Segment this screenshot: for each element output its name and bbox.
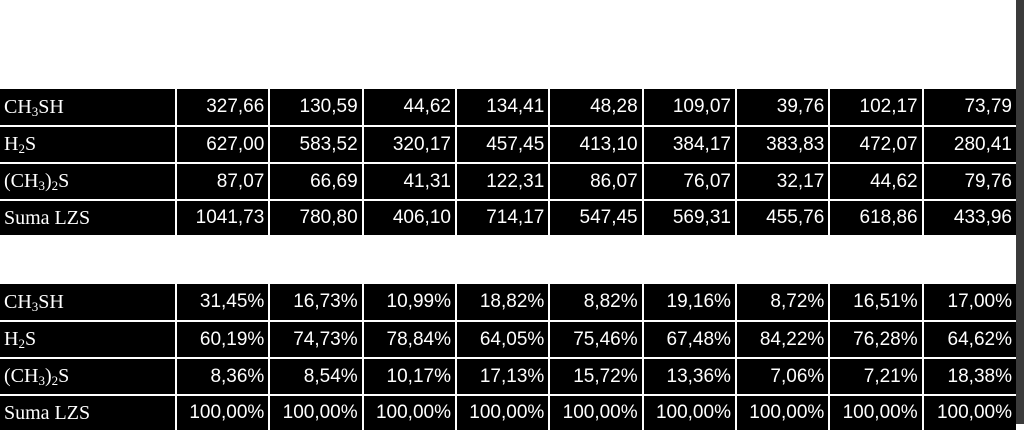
table-cell: 39,76 (735, 89, 831, 127)
table-cell: 86,07 (549, 163, 644, 201)
table-cell: 67,48% (642, 321, 737, 359)
table-cell: 7,21% (829, 358, 924, 396)
table-cell: 455,76 (735, 200, 831, 235)
table-cell: 280,41 (922, 126, 1016, 164)
table-cell: 327,66 (176, 89, 271, 127)
table-cell: 130,59 (269, 89, 364, 127)
table-cell: 41,31 (362, 163, 457, 201)
table-cell: 472,07 (829, 126, 924, 164)
table-cell: 32,17 (735, 163, 831, 201)
table-cell: 18,38% (922, 358, 1016, 396)
table-cell: 100,00% (829, 395, 924, 430)
table-cell: 64,62% (922, 321, 1016, 359)
table-cell: 19,16% (642, 284, 737, 322)
right-edge-bar (1016, 0, 1024, 424)
table-cell: 84,22% (735, 321, 831, 359)
table-cell: 7,06% (735, 358, 831, 396)
table-cell: 100,00% (362, 395, 457, 430)
table-cell: 44,62 (362, 89, 457, 127)
table-cell: 383,83 (735, 126, 831, 164)
table-row: CH3SH 31,45% 16,73% 10,99% 18,82% 8,82% 19,16%… (0, 284, 1016, 322)
table-cell: 100,00% (642, 395, 737, 430)
row-label: H2S (0, 126, 177, 164)
table-cell: 15,72% (549, 358, 644, 396)
table-cell: 73,79 (922, 89, 1016, 127)
table-cell: 44,62 (829, 163, 924, 201)
table-row: Suma LZS 100,00% 100,00% 100,00% 100,00% 100,… (0, 395, 1016, 430)
table-cell: 10,17% (362, 358, 457, 396)
table-cell: 16,51% (829, 284, 924, 322)
table-cell: 406,10 (362, 200, 457, 235)
table-cell: 583,52 (269, 126, 364, 164)
table-cell: 100,00% (455, 395, 551, 430)
absolute-values-table: CH3SH 327,66 130,59 44,62 134,41 48,28 109,07 3… (0, 89, 1016, 235)
table-cell: 320,17 (362, 126, 457, 164)
table-row: H2S 627,00 583,52 320,17 457,45 413,10 384,17 3… (0, 126, 1016, 164)
table-cell: 76,07 (642, 163, 737, 201)
table-cell: 76,28% (829, 321, 924, 359)
table-cell: 1041,73 (176, 200, 271, 235)
row-label: H2S (0, 321, 177, 359)
table-row: (CH3)2S 8,36% 8,54% 10,17% 17,13% 15,72% 13,36… (0, 358, 1016, 396)
table-cell: 17,00% (922, 284, 1016, 322)
table-cell: 8,82% (549, 284, 644, 322)
table-cell: 16,73% (269, 284, 364, 322)
table-cell: 618,86 (829, 200, 924, 235)
table-cell: 8,36% (176, 358, 271, 396)
table-cell: 66,69 (269, 163, 364, 201)
table-cell: 457,45 (455, 126, 551, 164)
table-cell: 78,84% (362, 321, 457, 359)
table-cell: 48,28 (549, 89, 644, 127)
table-cell: 569,31 (642, 200, 737, 235)
row-label: (CH3)2S (0, 163, 177, 201)
table-cell: 79,76 (922, 163, 1016, 201)
percentage-table: CH3SH 31,45% 16,73% 10,99% 18,82% 8,82% 19,16%… (0, 284, 1016, 430)
table-row: CH3SH 327,66 130,59 44,62 134,41 48,28 109,07 3… (0, 89, 1016, 127)
table-cell: 384,17 (642, 126, 737, 164)
table-cell: 8,72% (735, 284, 831, 322)
row-label: CH3SH (0, 89, 177, 127)
row-label: Suma LZS (0, 200, 177, 235)
percentage-body: CH3SH 31,45% 16,73% 10,99% 18,82% 8,82% 19,16%… (0, 284, 1016, 430)
table-cell: 18,82% (455, 284, 551, 322)
table-cell: 100,00% (176, 395, 271, 430)
table-cell: 100,00% (549, 395, 644, 430)
table-cell: 100,00% (735, 395, 831, 430)
table-cell: 433,96 (953, 207, 1012, 228)
row-label: (CH3)2S (0, 358, 177, 396)
table-cell: 31,45% (176, 284, 271, 322)
table-cell: 100,00% (269, 395, 364, 430)
table-cell: 10,99% (362, 284, 457, 322)
table-cell: 87,07 (176, 163, 271, 201)
table-cell: 627,00 (176, 126, 271, 164)
table-cell: 122,31 (455, 163, 551, 201)
table-cell: 17,13% (455, 358, 551, 396)
table-cell: 13,36% (642, 358, 737, 396)
table-cell: 547,45 (549, 200, 644, 235)
row-label: Suma LZS (0, 395, 177, 430)
table-cell: 714,17 (455, 200, 551, 235)
table-row: (CH3)2S 87,07 66,69 41,31 122,31 86,07 76,07 32… (0, 163, 1016, 201)
table-cell: 8,54% (269, 358, 364, 396)
table-cell: 74,73% (269, 321, 364, 359)
table-cell: 413,10 (549, 126, 644, 164)
table-cell: 60,19% (176, 321, 271, 359)
table-cell: 780,80 (269, 200, 364, 235)
table-row: Suma LZS 1041,73 780,80 406,10 714,17 547,45 5… (0, 200, 1016, 235)
table-cell: 75,46% (549, 321, 644, 359)
table-cell: 134,41 (455, 89, 551, 127)
table-row: H2S 60,19% 74,73% 78,84% 64,05% 75,46% 67,48% 8… (0, 321, 1016, 359)
table-cell: 100,00% (936, 402, 1012, 423)
table-cell: 109,07 (642, 89, 737, 127)
absolute-values-body: CH3SH 327,66 130,59 44,62 134,41 48,28 109,07 3… (0, 89, 1016, 235)
row-label: CH3SH (0, 284, 177, 322)
table-cell: 64,05% (455, 321, 551, 359)
table-cell: 102,17 (829, 89, 924, 127)
